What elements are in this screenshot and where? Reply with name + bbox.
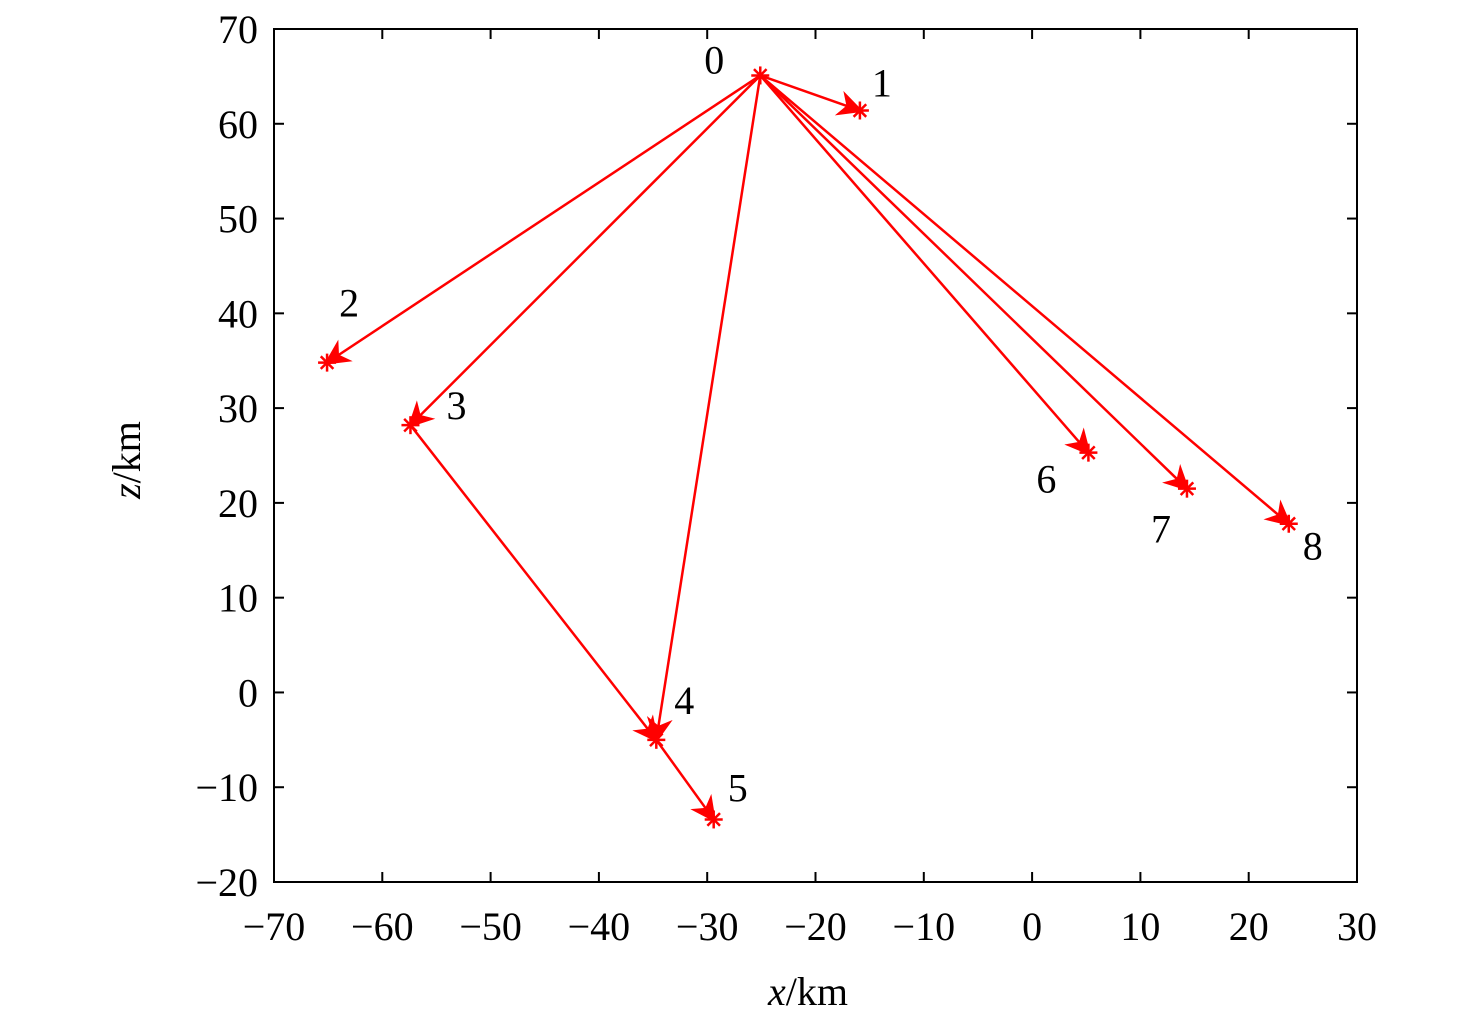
y-tick-label: 60 [218,102,258,147]
point-7 [1177,479,1196,498]
arrow-0-8 [759,74,1292,527]
x-tick-label: 20 [1229,904,1269,949]
point-0 [751,66,770,85]
point-3 [401,416,420,435]
y-tick-label: −20 [195,860,258,905]
y-tick-label: 10 [218,576,258,621]
x-tick-label: −50 [459,904,522,949]
arrow-4-5 [655,739,716,823]
x-axis-label: x/km [767,969,848,1014]
arrow-0-6 [759,74,1091,456]
y-tick-label: 0 [238,670,258,715]
point-label-8: 8 [1303,524,1323,569]
point-label-7: 7 [1151,507,1171,552]
arrow-0-4 [646,75,762,744]
arrow-0-7 [759,74,1190,492]
plot-area [273,28,1358,883]
point-1 [850,101,869,120]
arrow-0-3 [407,74,762,428]
y-tick-label: 50 [218,197,258,242]
x-tick-label: 30 [1337,904,1377,949]
x-tick-label: 10 [1120,904,1160,949]
point-4 [647,730,666,749]
x-tick-label: −10 [893,904,956,949]
y-tick-label: 20 [218,481,258,526]
arrow-0-1 [759,74,864,116]
point-label-4: 4 [674,678,694,723]
axis-ticks: −70 −60 −50 −40 −30 −20 −10 0 10 20 30−20−10010203… [195,7,1377,949]
x-tick-label: 0 [1022,904,1042,949]
point-label-2: 2 [339,281,359,326]
y-tick-label: 70 [218,7,258,52]
points: 0 1 2 3 45 6 7 8 [318,37,1323,829]
arrows [323,74,1292,823]
point-label-1: 1 [872,61,892,106]
point-2 [318,353,337,372]
point-label-3: 3 [446,383,466,428]
x-tick-label: −70 [243,904,306,949]
point-label-0: 0 [704,37,724,82]
x-tick-label: −30 [676,904,739,949]
point-5 [704,810,723,829]
point-8 [1279,514,1298,533]
point-6 [1079,443,1098,462]
y-tick-label: 30 [218,386,258,431]
x-tick-label: −20 [784,904,847,949]
x-tick-label: −40 [568,904,631,949]
arrow-3-4 [409,424,659,743]
x-tick-label: −60 [351,904,414,949]
y-tick-label: −10 [195,765,258,810]
y-axis-label: z/km [104,421,149,500]
point-label-5: 5 [728,765,748,810]
y-tick-label: 40 [218,291,258,336]
point-label-6: 6 [1036,457,1056,502]
arrow-0-2 [323,74,761,365]
